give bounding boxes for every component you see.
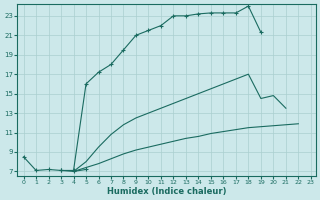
- X-axis label: Humidex (Indice chaleur): Humidex (Indice chaleur): [107, 187, 226, 196]
